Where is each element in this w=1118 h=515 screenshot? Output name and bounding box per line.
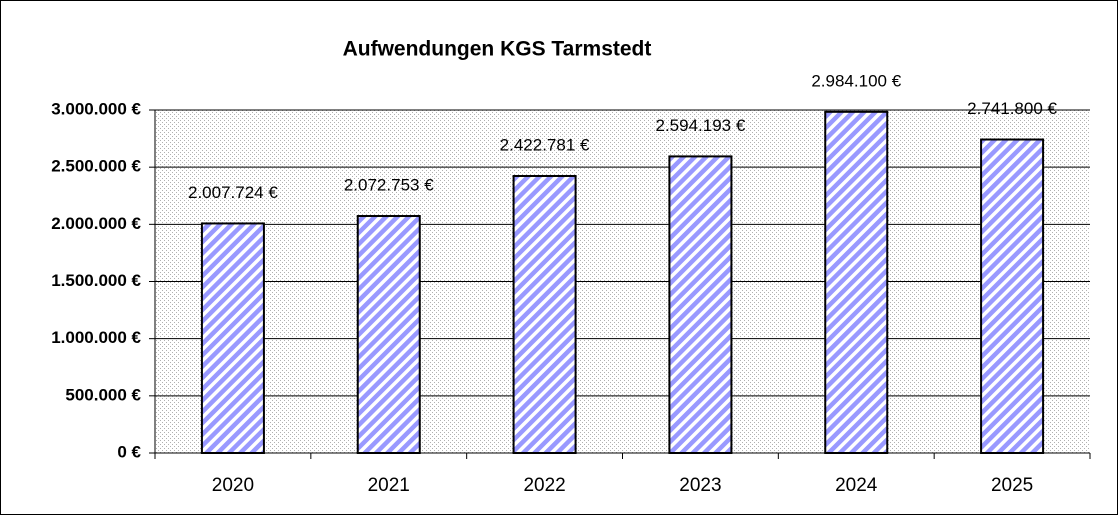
x-tick-label: 2020 bbox=[212, 475, 254, 496]
value-label: 2.072.753 € bbox=[344, 175, 434, 194]
x-tick-label: 2025 bbox=[991, 475, 1033, 496]
y-tick-label: 1.000.000 € bbox=[51, 328, 141, 347]
chart-title: Aufwendungen KGS Tarmstedt bbox=[343, 38, 652, 61]
bar bbox=[668, 155, 733, 454]
x-tick-label: 2021 bbox=[368, 475, 410, 496]
bar bbox=[980, 138, 1045, 454]
value-label: 2.422.781 € bbox=[500, 135, 590, 154]
x-tick-label: 2024 bbox=[835, 475, 878, 496]
y-tick-label: 1.500.000 € bbox=[51, 271, 141, 290]
value-label: 2.007.724 € bbox=[188, 183, 278, 202]
bar bbox=[356, 215, 421, 454]
y-tick-label: 3.000.000 € bbox=[51, 99, 141, 118]
value-label: 2.741.800 € bbox=[967, 99, 1057, 118]
x-tick-label: 2022 bbox=[523, 475, 565, 496]
bar bbox=[824, 110, 889, 454]
y-tick-label: 2.500.000 € bbox=[51, 157, 141, 176]
value-label: 2.594.193 € bbox=[656, 116, 746, 135]
y-tick-label: 0 € bbox=[117, 442, 141, 461]
bar bbox=[200, 222, 265, 454]
y-tick-label: 500.000 € bbox=[65, 385, 141, 404]
x-tick-label: 2023 bbox=[679, 475, 721, 496]
bar bbox=[512, 174, 577, 455]
value-label: 2.984.100 € bbox=[811, 71, 901, 90]
y-tick-label: 2.000.000 € bbox=[51, 214, 141, 233]
